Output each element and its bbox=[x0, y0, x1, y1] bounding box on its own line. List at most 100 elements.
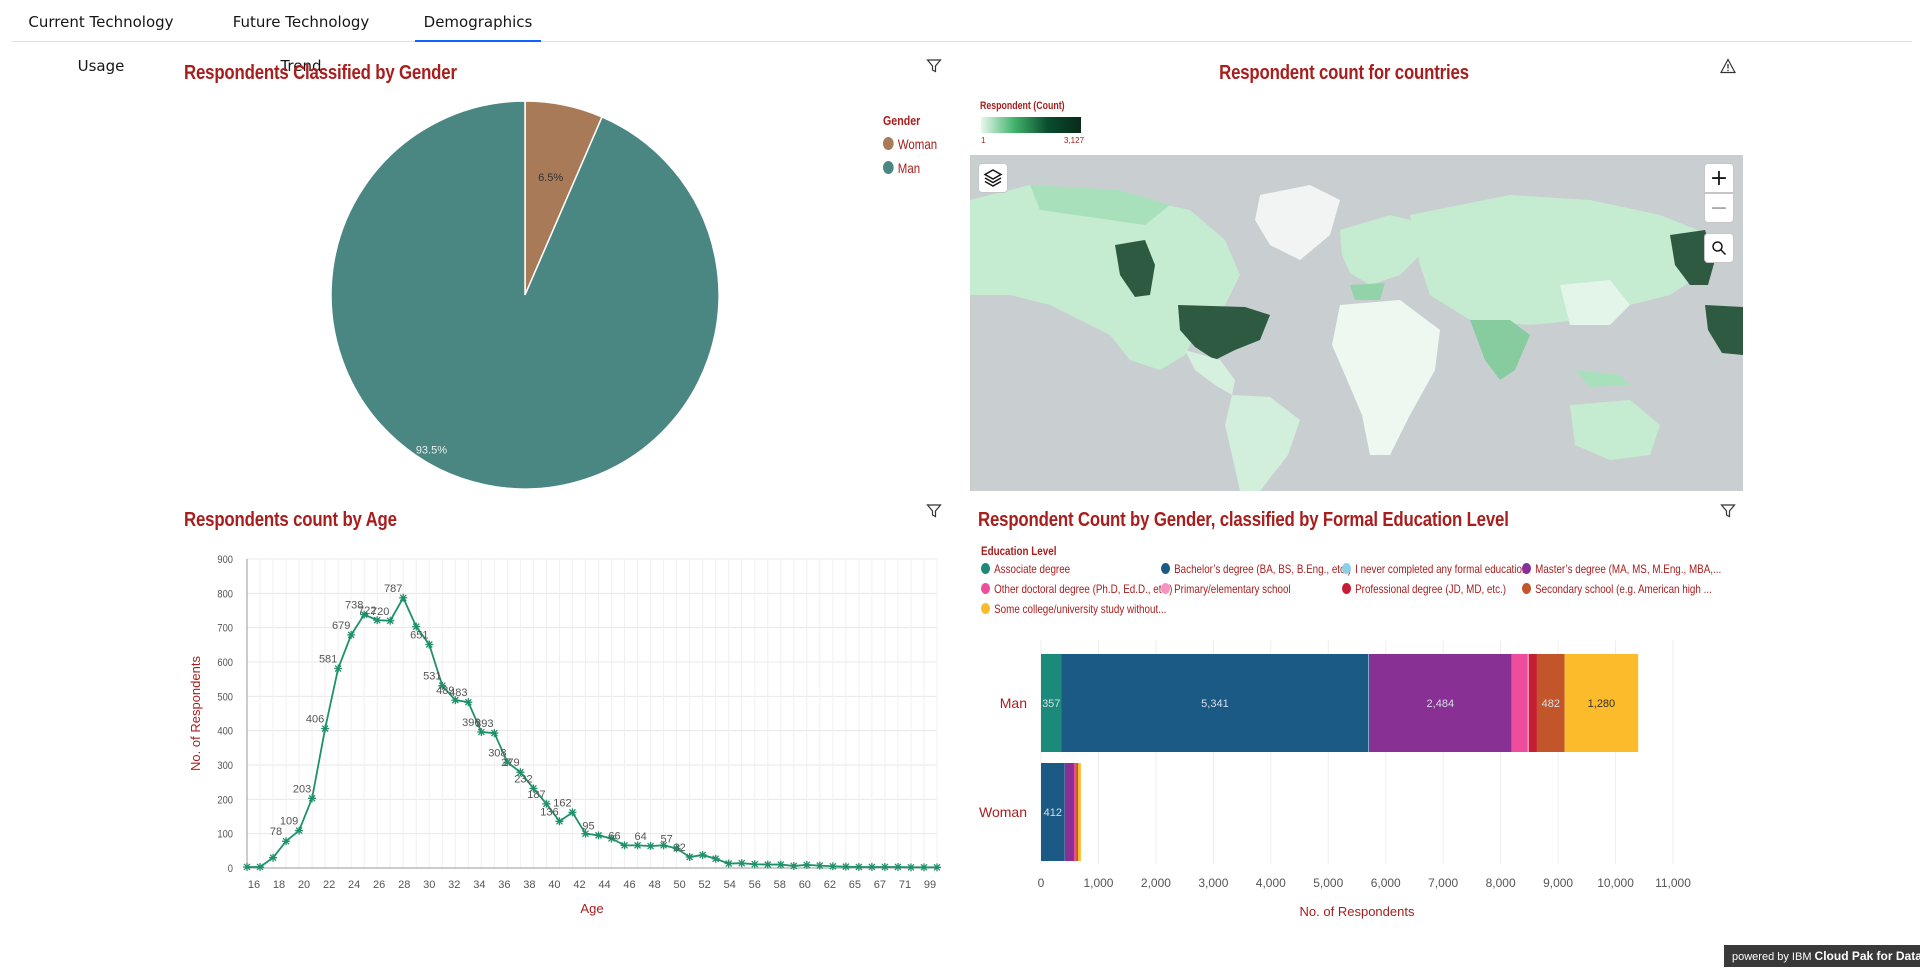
x-tick-label: 5,000 bbox=[1313, 876, 1343, 890]
edu-legend-item[interactable]: Other doctoral degree (Ph.D, Ed.D., etc.… bbox=[981, 582, 1172, 596]
y-tick-label: 500 bbox=[217, 692, 233, 704]
age-data-point bbox=[816, 862, 824, 870]
age-data-point bbox=[595, 831, 603, 839]
filter-icon[interactable] bbox=[926, 503, 942, 519]
edu-legend-item[interactable]: I never completed any formal education bbox=[1342, 562, 1527, 576]
edu-legend-title: Education Level bbox=[981, 544, 1056, 558]
gender-pie-chart: 6.5%93.5% bbox=[300, 90, 750, 510]
edu-legend-item[interactable]: Associate degree bbox=[981, 562, 1070, 576]
age-chart-title: Respondents count by Age bbox=[184, 509, 397, 532]
filter-icon[interactable] bbox=[1720, 503, 1736, 519]
x-tick-label: 54 bbox=[724, 879, 736, 891]
age-data-label: 64 bbox=[634, 831, 646, 843]
age-data-point bbox=[568, 808, 576, 816]
legend-swatch bbox=[1522, 563, 1531, 574]
edu-legend-item[interactable]: Bachelor’s degree (BA, BS, B.Eng., etc.) bbox=[1161, 562, 1351, 576]
tab-current-technology-usage[interactable]: Current Technology Usage bbox=[28, 0, 174, 42]
age-data-label: 483 bbox=[449, 687, 467, 699]
legend-swatch bbox=[1161, 583, 1170, 594]
edu-legend-item[interactable]: Some college/university study without... bbox=[981, 602, 1166, 616]
x-tick-label: 2,000 bbox=[1141, 876, 1171, 890]
age-data-point bbox=[699, 851, 707, 859]
x-tick-label: 65 bbox=[849, 879, 861, 891]
edu-legend-item[interactable]: Secondary school (e.g. American high ... bbox=[1522, 582, 1712, 596]
category-label: Man bbox=[1000, 695, 1027, 711]
x-tick-label: 32 bbox=[448, 879, 460, 891]
x-tick-label: 99 bbox=[924, 879, 936, 891]
x-tick-label: 30 bbox=[423, 879, 435, 891]
x-tick-label: 42 bbox=[573, 879, 585, 891]
x-tick-label: 24 bbox=[348, 879, 360, 891]
map-scale-max: 3,127 bbox=[1064, 136, 1084, 145]
legend-label: Bachelor’s degree (BA, BS, B.Eng., etc.) bbox=[1174, 562, 1351, 576]
age-data-point bbox=[399, 594, 407, 602]
age-data-point bbox=[764, 861, 772, 869]
tab-future-technology-trend[interactable]: Future Technology Trend bbox=[231, 0, 371, 42]
age-data-label: 78 bbox=[270, 826, 282, 838]
x-tick-label: 36 bbox=[498, 879, 510, 891]
pie-slice-man bbox=[331, 101, 719, 489]
legend-label: Some college/university study without... bbox=[994, 602, 1166, 616]
bar-segment-label: 412 bbox=[1044, 807, 1062, 819]
x-tick-label: 38 bbox=[523, 879, 535, 891]
age-data-label: 232 bbox=[514, 773, 532, 785]
y-tick-label: 600 bbox=[217, 657, 233, 669]
legend-item-woman[interactable]: Woman bbox=[883, 136, 937, 152]
age-data-label: 787 bbox=[384, 583, 402, 595]
age-data-label: 32 bbox=[674, 842, 686, 854]
x-tick-label: 1,000 bbox=[1083, 876, 1113, 890]
age-data-label: 57 bbox=[660, 833, 672, 845]
age-data-point bbox=[725, 860, 733, 868]
x-tick-label: 4,000 bbox=[1256, 876, 1286, 890]
map-color-scale bbox=[981, 117, 1081, 133]
australia-shape bbox=[1570, 400, 1660, 460]
age-data-point bbox=[686, 853, 694, 861]
age-data-point bbox=[621, 841, 629, 849]
india-shape bbox=[1470, 320, 1530, 380]
legend-swatch bbox=[1522, 583, 1531, 594]
warning-icon[interactable] bbox=[1720, 58, 1736, 74]
age-data-point bbox=[490, 729, 498, 737]
age-data-point bbox=[386, 617, 394, 625]
edu-legend-item[interactable]: Master’s degree (MA, MS, M.Eng., MBA,... bbox=[1522, 562, 1721, 576]
age-data-point bbox=[777, 861, 785, 869]
bar-segment bbox=[1076, 763, 1077, 861]
edu-legend-item[interactable]: Professional degree (JD, MD, etc.) bbox=[1342, 582, 1506, 596]
y-tick-label: 400 bbox=[217, 726, 233, 738]
x-axis-label: No. of Respondents bbox=[1300, 904, 1415, 919]
x-axis-label: Age bbox=[580, 901, 603, 916]
filter-icon[interactable] bbox=[926, 58, 942, 74]
legend-label: Professional degree (JD, MD, etc.) bbox=[1355, 582, 1506, 596]
legend-swatch bbox=[981, 603, 990, 614]
bar-segment bbox=[1078, 763, 1081, 861]
age-data-point bbox=[647, 842, 655, 850]
bar-segment-label: 5,341 bbox=[1201, 698, 1229, 710]
zoom-in-button[interactable]: + bbox=[1704, 163, 1734, 193]
south-america-shape bbox=[1225, 395, 1300, 491]
gender-chart-title: Respondents Classified by Gender bbox=[184, 62, 457, 85]
age-data-point bbox=[347, 631, 355, 639]
age-data-label: 162 bbox=[553, 797, 571, 809]
zoom-out-button[interactable]: − bbox=[1704, 193, 1734, 223]
legend-swatch bbox=[1342, 563, 1351, 574]
bar-segment bbox=[1076, 763, 1078, 861]
edu-chart-title: Respondent Count by Gender, classified b… bbox=[978, 509, 1509, 532]
pie-label: 6.5% bbox=[538, 172, 563, 184]
category-label: Woman bbox=[979, 804, 1027, 820]
age-data-point bbox=[829, 862, 837, 870]
tab-demographics[interactable]: Demographics bbox=[415, 0, 541, 42]
world-map-shapes bbox=[970, 155, 1743, 491]
legend-label: Primary/elementary school bbox=[1174, 582, 1290, 596]
age-data-point bbox=[256, 863, 264, 871]
world-map[interactable]: + − bbox=[970, 155, 1743, 491]
edu-legend-item[interactable]: Primary/elementary school bbox=[1161, 582, 1291, 596]
x-tick-label: 3,000 bbox=[1198, 876, 1228, 890]
tab-bar: Current Technology Usage Future Technolo… bbox=[12, 0, 1912, 42]
bar-segment bbox=[1512, 654, 1528, 752]
search-icon[interactable] bbox=[1704, 233, 1734, 263]
layers-icon[interactable] bbox=[978, 163, 1008, 193]
age-data-label: 581 bbox=[319, 654, 337, 666]
x-tick-label: 48 bbox=[648, 879, 660, 891]
age-data-point bbox=[803, 861, 811, 869]
legend-item-man[interactable]: Man bbox=[883, 160, 920, 176]
